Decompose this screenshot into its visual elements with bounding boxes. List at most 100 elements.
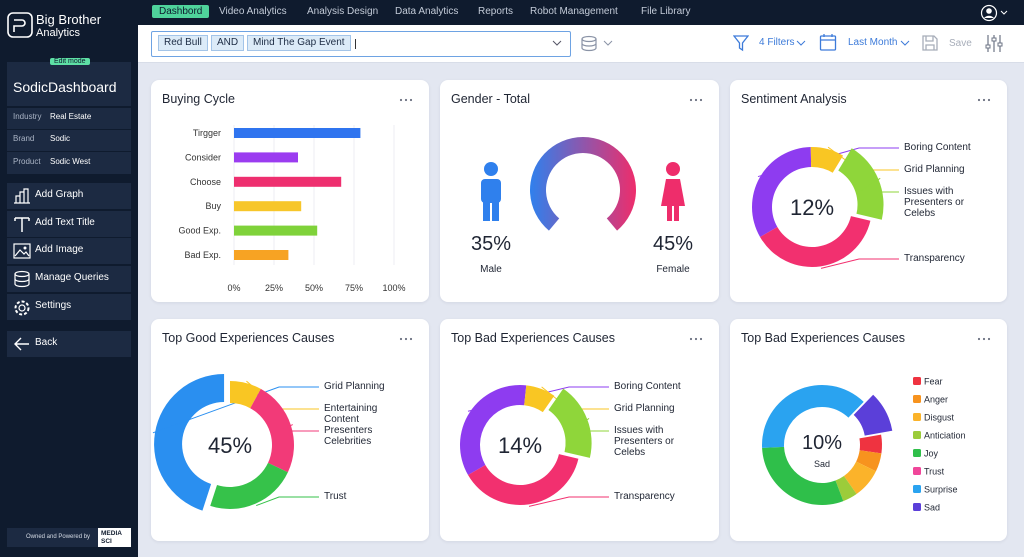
legend-swatch xyxy=(913,485,921,493)
card-menu[interactable] xyxy=(977,337,991,341)
save[interactable]: Save xyxy=(949,38,972,49)
leg xyxy=(674,204,679,221)
menu-dot xyxy=(399,337,403,341)
y-tick-label: Bad Exp. xyxy=(184,250,221,260)
field-label: Product xyxy=(13,157,41,166)
card-menu[interactable] xyxy=(689,98,703,102)
icon xyxy=(13,243,31,259)
card-title: Sentiment Analysis xyxy=(741,92,847,106)
caret xyxy=(355,39,356,49)
menu-add-image[interactable]: Add Image xyxy=(7,238,131,264)
bar xyxy=(234,176,342,187)
menu-dot xyxy=(699,337,703,341)
card-menu[interactable] xyxy=(977,98,991,102)
card-menu[interactable] xyxy=(399,98,413,102)
x-tick-label: 25% xyxy=(265,283,283,293)
menu-dot xyxy=(987,337,991,341)
query-chip: AND xyxy=(211,35,245,51)
y-tick-label: Buy xyxy=(205,201,221,211)
chevron xyxy=(603,40,613,46)
x-tick-label: 100% xyxy=(382,283,405,293)
bar xyxy=(234,225,318,236)
menu-label: Add Text Title xyxy=(35,217,95,228)
legend-label: Entertaining Content xyxy=(324,403,378,425)
bar xyxy=(234,201,302,212)
menu-back[interactable]: Back xyxy=(7,331,131,357)
top-nav xyxy=(138,0,1024,25)
field-label: Brand xyxy=(13,134,35,143)
period[interactable]: Last Month xyxy=(848,37,898,48)
nav-tab[interactable]: Robot Management xyxy=(530,6,618,17)
leg xyxy=(483,201,490,221)
query-input[interactable] xyxy=(151,31,571,57)
nav-tab[interactable]: Dashbord xyxy=(152,5,210,18)
gauge-arc xyxy=(530,137,636,231)
menu-dot xyxy=(987,98,991,102)
menu-add-text[interactable]: Add Text Title xyxy=(7,211,131,237)
chart: 12% xyxy=(752,98,991,269)
partner-name: MEDIA xyxy=(101,530,122,537)
chart: 45% xyxy=(152,337,413,511)
filters[interactable]: 4 Filters xyxy=(759,37,795,48)
leg xyxy=(492,201,499,221)
save-icon[interactable] xyxy=(921,34,939,52)
leader-line xyxy=(857,177,899,193)
chart: 14% xyxy=(460,337,703,507)
category-label: Female xyxy=(656,264,690,275)
calendar-icon[interactable] xyxy=(819,33,837,52)
chevron xyxy=(796,40,806,46)
leader-line xyxy=(757,147,899,178)
nav-tab[interactable]: Reports xyxy=(478,6,514,17)
menu-dot xyxy=(409,337,413,341)
x-tick-label: 0% xyxy=(227,283,240,293)
bar xyxy=(234,250,289,260)
donut-segment xyxy=(810,147,844,173)
card: 12% Sentiment Analysis Boring Content Grid … xyxy=(730,80,1007,302)
legend-label: Anticiation xyxy=(924,431,966,441)
nav-tab[interactable]: Analysis Design xyxy=(307,6,379,17)
field-row xyxy=(7,152,131,174)
leader-line xyxy=(567,418,609,432)
menu-settings[interactable]: Settings xyxy=(7,294,131,320)
icon xyxy=(14,217,30,232)
value-label: 35% xyxy=(471,233,511,255)
database-icon[interactable] xyxy=(580,35,598,53)
leader-line xyxy=(467,386,609,412)
menu-dot xyxy=(694,98,698,102)
partner-name: SCI xyxy=(101,538,112,545)
query-bar: 4 Filters Last Month Save Red Bull AND Min… xyxy=(138,25,1024,63)
menu-dot xyxy=(694,337,698,341)
dashboard-panel xyxy=(7,62,131,106)
nav-tab[interactable]: Video Analytics xyxy=(219,6,287,17)
card-menu[interactable] xyxy=(689,337,703,341)
y-tick-label: Choose xyxy=(190,177,221,187)
partner-logo xyxy=(98,528,131,547)
brand-sub: Analytics xyxy=(36,27,81,39)
field-label: Industry xyxy=(13,112,42,121)
filter-icon[interactable] xyxy=(733,34,749,52)
nav-tab[interactable]: File Library xyxy=(641,6,691,17)
head xyxy=(666,162,680,176)
nav-tab[interactable]: Data Analytics xyxy=(395,6,459,17)
dashboard-name[interactable]: SodicDashboard xyxy=(13,79,117,95)
chart: Fear Anger Disgust Anticiation Joy Trust Surpr… xyxy=(762,337,991,513)
field-value: Sodic xyxy=(50,134,71,143)
legend-label: Joy xyxy=(924,449,939,459)
footer-text: Owned and Powered by xyxy=(26,534,91,540)
field-row xyxy=(7,130,131,151)
menu-queries[interactable]: Manage Queries xyxy=(7,266,131,292)
menu-label: Settings xyxy=(35,300,72,311)
donut-segment xyxy=(250,388,294,473)
menu-dot xyxy=(399,98,403,102)
center-label: 12% xyxy=(790,195,834,220)
legend-label: Surprise xyxy=(924,485,958,495)
menu-add-graph[interactable]: Add Graph xyxy=(7,183,131,209)
settings-sliders[interactable] xyxy=(984,34,1004,53)
legend-swatch xyxy=(913,449,921,457)
icon xyxy=(14,300,30,316)
card-title: Gender - Total xyxy=(451,92,530,106)
card-menu[interactable] xyxy=(399,337,413,341)
card-title: Buying Cycle xyxy=(162,92,235,106)
account-icon[interactable] xyxy=(980,4,998,22)
